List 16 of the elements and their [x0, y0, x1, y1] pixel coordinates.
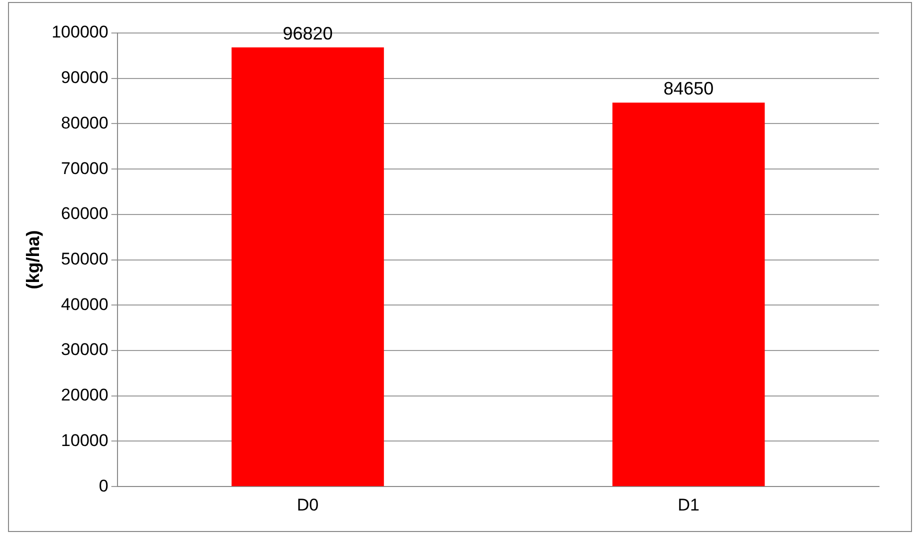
- y-tick-label: 50000: [61, 249, 108, 268]
- y-tick-label: 70000: [61, 158, 108, 178]
- y-tick-label: 0: [98, 476, 108, 496]
- y-tick-label: 20000: [61, 386, 108, 405]
- data-label: 96820: [282, 23, 333, 44]
- y-tick-label: 10000: [61, 430, 108, 450]
- y-tick-label: 30000: [61, 340, 108, 360]
- data-label: 84650: [664, 78, 714, 99]
- y-tick-label: 100000: [52, 22, 108, 42]
- y-axis-title: (kg/ha): [22, 230, 43, 290]
- y-tick-label: 60000: [61, 204, 108, 224]
- y-tick-label: 80000: [61, 113, 108, 132]
- y-tick-label: 40000: [61, 294, 108, 314]
- y-tick-label: 90000: [61, 68, 108, 88]
- x-tick-label: D0: [296, 495, 319, 514]
- x-tick-label: D1: [678, 495, 700, 514]
